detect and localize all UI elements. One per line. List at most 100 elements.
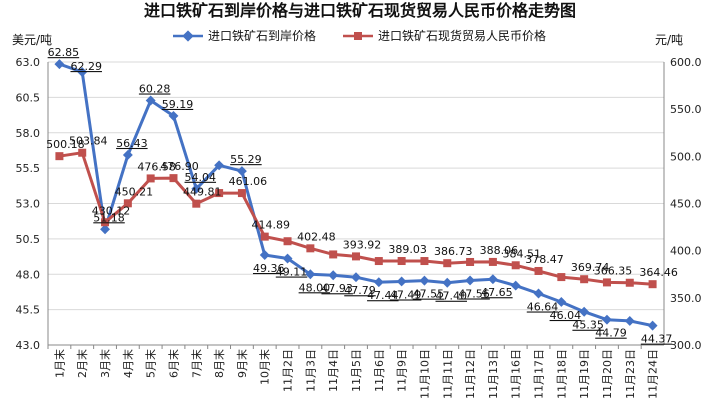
series-1-point xyxy=(145,95,156,106)
x-tick-label: 8月末 xyxy=(212,349,226,378)
series-1-data-label: 62.29 xyxy=(70,60,102,73)
x-tick-label: 10月末 xyxy=(258,349,272,385)
series-2-data-label: 503.84 xyxy=(69,135,108,148)
left-tick-label: 55.5 xyxy=(16,162,41,175)
series-2-data-label: 476.90 xyxy=(160,160,199,173)
series-2-data-label: 364.46 xyxy=(639,266,678,279)
series-2-data-label: 378.47 xyxy=(525,253,564,266)
series-2-data-label: 450.21 xyxy=(115,185,154,198)
x-tick-label: 11月2日 xyxy=(282,349,295,392)
series-1-data-label: 46.64 xyxy=(527,300,559,313)
series-2-data-label: 388.06 xyxy=(480,244,519,257)
x-tick-label: 9月末 xyxy=(235,349,249,378)
series-2-point xyxy=(260,232,269,241)
left-tick-label: 60.5 xyxy=(16,91,41,104)
series-1-point xyxy=(396,276,407,287)
series-1-point xyxy=(54,59,65,70)
series-1-data-label: 62.85 xyxy=(48,46,80,59)
series xyxy=(54,59,658,331)
series-2-point xyxy=(283,237,292,246)
axes: 43.0 45.5 48.0 50.5 53.0 55.5 58.0 60.5 63.0 300.… xyxy=(16,56,702,399)
series-2-point xyxy=(55,152,64,161)
series-2-point xyxy=(352,252,360,261)
series-2-point xyxy=(192,199,201,208)
x-tick-label: 11月20日 xyxy=(601,349,614,399)
right-tick-label: 400.0 xyxy=(670,245,702,258)
x-tick-label: 11月3日 xyxy=(304,349,317,392)
series-1-data-label: 47.93 xyxy=(321,282,353,295)
series-1-point xyxy=(533,288,544,299)
series-2-data-label: 366.35 xyxy=(594,264,633,277)
series-1-point xyxy=(282,253,293,264)
right-axis-unit: 元/吨 xyxy=(655,33,683,47)
series-1-point xyxy=(77,67,88,77)
series-1-data-label: 45.35 xyxy=(572,319,604,332)
right-tick-label: 450.0 xyxy=(670,198,702,211)
series-1-data-label: 47.44 xyxy=(367,289,399,302)
series-2-point xyxy=(488,257,497,266)
series-2-point xyxy=(329,250,338,259)
x-tick-label: 2月末 xyxy=(75,349,89,378)
x-tick-label: 11月24日 xyxy=(647,349,660,399)
x-tick-label: 6月末 xyxy=(166,349,180,378)
series-2-point xyxy=(443,259,452,268)
series-2-point xyxy=(123,199,132,208)
series-2-point xyxy=(602,278,611,287)
series-1-data-label: 47.40 xyxy=(436,290,468,303)
series-1-point xyxy=(351,272,361,283)
series-1-point xyxy=(647,320,658,331)
x-tick-label: 11月23日 xyxy=(624,349,637,399)
x-tick-label: 11月11日 xyxy=(441,349,454,399)
x-tick-label: 11月19日 xyxy=(578,349,591,399)
series-1-data-label: 44.79 xyxy=(595,327,627,340)
series-2-data-label: 430.12 xyxy=(92,204,131,217)
series-1-point xyxy=(556,297,567,307)
x-tick-label: 4月末 xyxy=(121,349,135,378)
series-2-point xyxy=(169,174,178,183)
left-tick-label: 53.0 xyxy=(16,198,41,211)
series-1-data-label: 59.19 xyxy=(162,98,194,111)
series-2-data-label: 402.48 xyxy=(297,230,336,243)
series-2-point xyxy=(557,273,566,282)
series-1-data-label: 47.56 xyxy=(458,287,490,300)
left-tick-label: 63.0 xyxy=(16,56,41,69)
x-tick-label: 11月10日 xyxy=(418,349,431,399)
x-tick-label: 11月4日 xyxy=(327,349,340,392)
series-2-point xyxy=(648,280,657,289)
series-2-point xyxy=(306,244,315,253)
series-1-point xyxy=(214,160,225,171)
series-1-point xyxy=(419,275,430,286)
x-tick-label: 11月16日 xyxy=(510,349,523,399)
series-2-point xyxy=(101,218,110,227)
series-1-data-label: 46.04 xyxy=(550,309,582,322)
series-2-point xyxy=(215,189,224,198)
series-2-data-label: 461.06 xyxy=(229,175,268,188)
right-tick-label: 350.0 xyxy=(670,292,702,305)
series-1-data-label: 49.36 xyxy=(253,262,285,275)
series-2-data-label: 369.74 xyxy=(571,261,610,274)
series-2-point xyxy=(237,189,246,198)
series-1-data-label: 47.79 xyxy=(344,284,376,297)
series-2-data-label: 384.51 xyxy=(502,247,541,260)
series-2-point xyxy=(420,257,429,266)
series-1-point xyxy=(510,280,521,291)
legend-series-2-label: 进口铁矿石现货贸易人民币价格 xyxy=(378,28,546,43)
series-1-point xyxy=(373,277,384,288)
series-1-point xyxy=(259,250,270,260)
series-1-point xyxy=(191,183,202,194)
left-axis-unit: 美元/吨 xyxy=(12,33,52,47)
series-2-data-label: 386.73 xyxy=(434,245,473,258)
series-2-point xyxy=(580,275,589,284)
series-1-point xyxy=(236,166,247,177)
series-2-data-label: 414.89 xyxy=(251,219,290,232)
series-2-point xyxy=(534,266,543,275)
legend-series-1-label: 进口铁矿石到岸价格 xyxy=(208,28,316,43)
series-1-data-label: 51.18 xyxy=(93,211,125,224)
series-1-point xyxy=(100,224,110,235)
series-1-data-label: 60.28 xyxy=(139,82,171,95)
left-tick-label: 50.5 xyxy=(16,233,41,246)
x-tick-label: 11月12日 xyxy=(464,349,477,399)
series-1-data-label: 47.65 xyxy=(481,286,513,299)
series-1-point xyxy=(328,270,339,281)
